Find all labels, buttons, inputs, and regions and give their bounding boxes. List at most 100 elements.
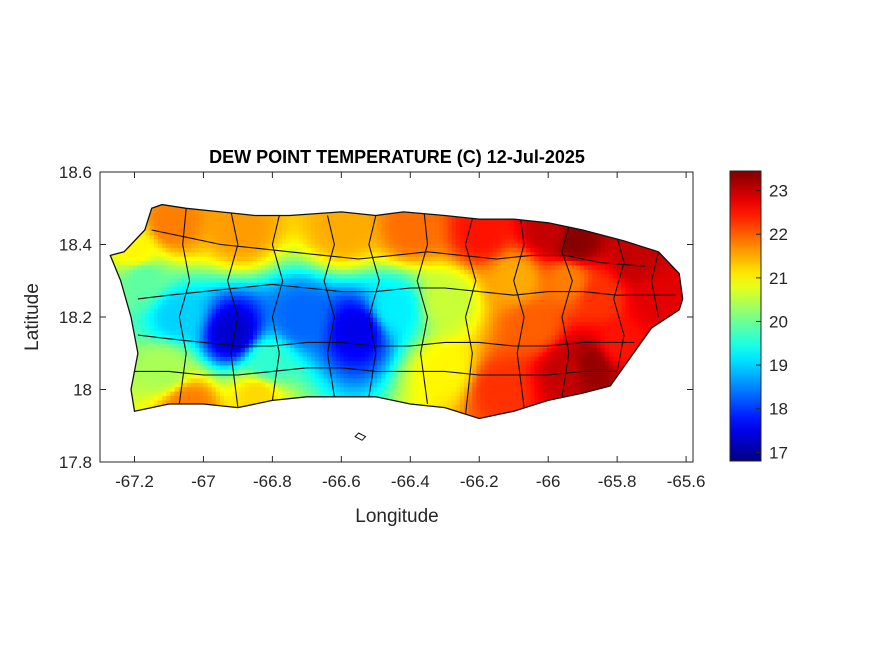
field-cell xyxy=(340,216,345,222)
field-cell xyxy=(455,216,461,222)
field-cell xyxy=(306,269,312,275)
field-cell xyxy=(447,321,453,327)
field-cell xyxy=(472,382,477,388)
field-cell xyxy=(186,234,192,240)
field-cell xyxy=(162,347,167,353)
field-cell xyxy=(162,243,167,248)
field-cell xyxy=(431,325,436,331)
field-cell xyxy=(340,360,345,366)
field-cell xyxy=(228,282,233,288)
field-cell xyxy=(186,386,192,392)
field-cell xyxy=(257,330,262,335)
field-cell xyxy=(484,230,490,235)
field-cell xyxy=(368,347,374,353)
field-cell xyxy=(248,216,254,222)
field-cell xyxy=(431,282,436,288)
field-cell xyxy=(261,290,267,296)
field-cell xyxy=(244,247,250,253)
field-cell xyxy=(211,260,217,266)
field-cell xyxy=(277,360,283,366)
field-cell xyxy=(306,225,312,231)
field-cell xyxy=(137,303,142,309)
field-cell xyxy=(311,356,316,362)
field-cell xyxy=(124,260,130,266)
field-cell xyxy=(220,369,225,375)
field-cell xyxy=(447,299,453,305)
field-cell xyxy=(277,351,283,357)
field-cell xyxy=(472,312,477,318)
field-cell xyxy=(282,264,287,270)
field-cell xyxy=(360,299,366,305)
field-cell xyxy=(166,260,171,266)
field-cell xyxy=(323,234,329,240)
field-cell xyxy=(269,234,275,240)
field-cell xyxy=(472,299,477,305)
field-cell xyxy=(282,216,287,222)
field-cell xyxy=(137,321,142,327)
field-cell xyxy=(319,212,324,218)
field-cell xyxy=(331,303,337,309)
field-cell xyxy=(439,251,444,257)
field-cell xyxy=(153,356,159,362)
field-cell xyxy=(406,277,411,283)
field-cell xyxy=(149,360,155,366)
field-cell xyxy=(431,260,436,266)
field-cell xyxy=(447,269,453,275)
field-cell xyxy=(381,238,386,244)
field-cell xyxy=(464,286,469,292)
field-cell xyxy=(224,264,229,270)
field-cell xyxy=(157,330,163,335)
field-cell xyxy=(389,234,395,240)
field-cell xyxy=(211,390,217,396)
field-cell xyxy=(215,356,221,362)
field-cell xyxy=(253,369,258,375)
field-cell xyxy=(277,364,283,370)
field-cell xyxy=(220,295,225,301)
field-cell xyxy=(261,360,267,366)
field-cell xyxy=(306,216,312,222)
field-cell xyxy=(443,308,449,314)
field-cell xyxy=(393,277,399,283)
field-cell xyxy=(352,321,358,327)
field-cell xyxy=(323,382,329,388)
field-cell xyxy=(315,225,320,231)
field-cell xyxy=(418,251,424,257)
field-cell xyxy=(195,382,200,388)
field-cell xyxy=(459,238,465,244)
field-cell xyxy=(178,277,184,283)
field-cell xyxy=(480,364,486,370)
field-cell xyxy=(373,230,378,235)
field-cell xyxy=(464,247,469,253)
field-cell xyxy=(393,234,399,240)
field-cell xyxy=(133,299,138,305)
field-cell xyxy=(472,386,477,392)
field-cell xyxy=(145,338,151,344)
field-cell xyxy=(248,243,254,248)
field-cell xyxy=(431,390,436,396)
field-cell xyxy=(364,317,370,322)
field-cell xyxy=(162,295,167,301)
field-cell xyxy=(402,364,407,370)
field-cell xyxy=(174,299,180,305)
field-cell xyxy=(360,286,366,292)
field-cell xyxy=(352,225,358,231)
field-cell xyxy=(451,303,457,309)
field-cell xyxy=(323,269,329,275)
field-cell xyxy=(215,303,221,309)
field-cell xyxy=(352,264,358,270)
field-cell xyxy=(306,343,312,349)
field-cell xyxy=(319,234,324,240)
field-cell xyxy=(220,338,225,344)
field-cell xyxy=(468,386,473,392)
field-cell xyxy=(385,299,391,305)
field-cell xyxy=(261,369,267,375)
field-cell xyxy=(327,343,333,349)
field-cell xyxy=(215,260,221,266)
field-cell xyxy=(211,386,217,392)
field-cell xyxy=(277,299,283,305)
field-cell xyxy=(406,360,411,366)
field-cell xyxy=(331,277,337,283)
field-cell xyxy=(418,282,424,288)
field-cell xyxy=(410,399,415,405)
field-cell xyxy=(149,377,155,383)
